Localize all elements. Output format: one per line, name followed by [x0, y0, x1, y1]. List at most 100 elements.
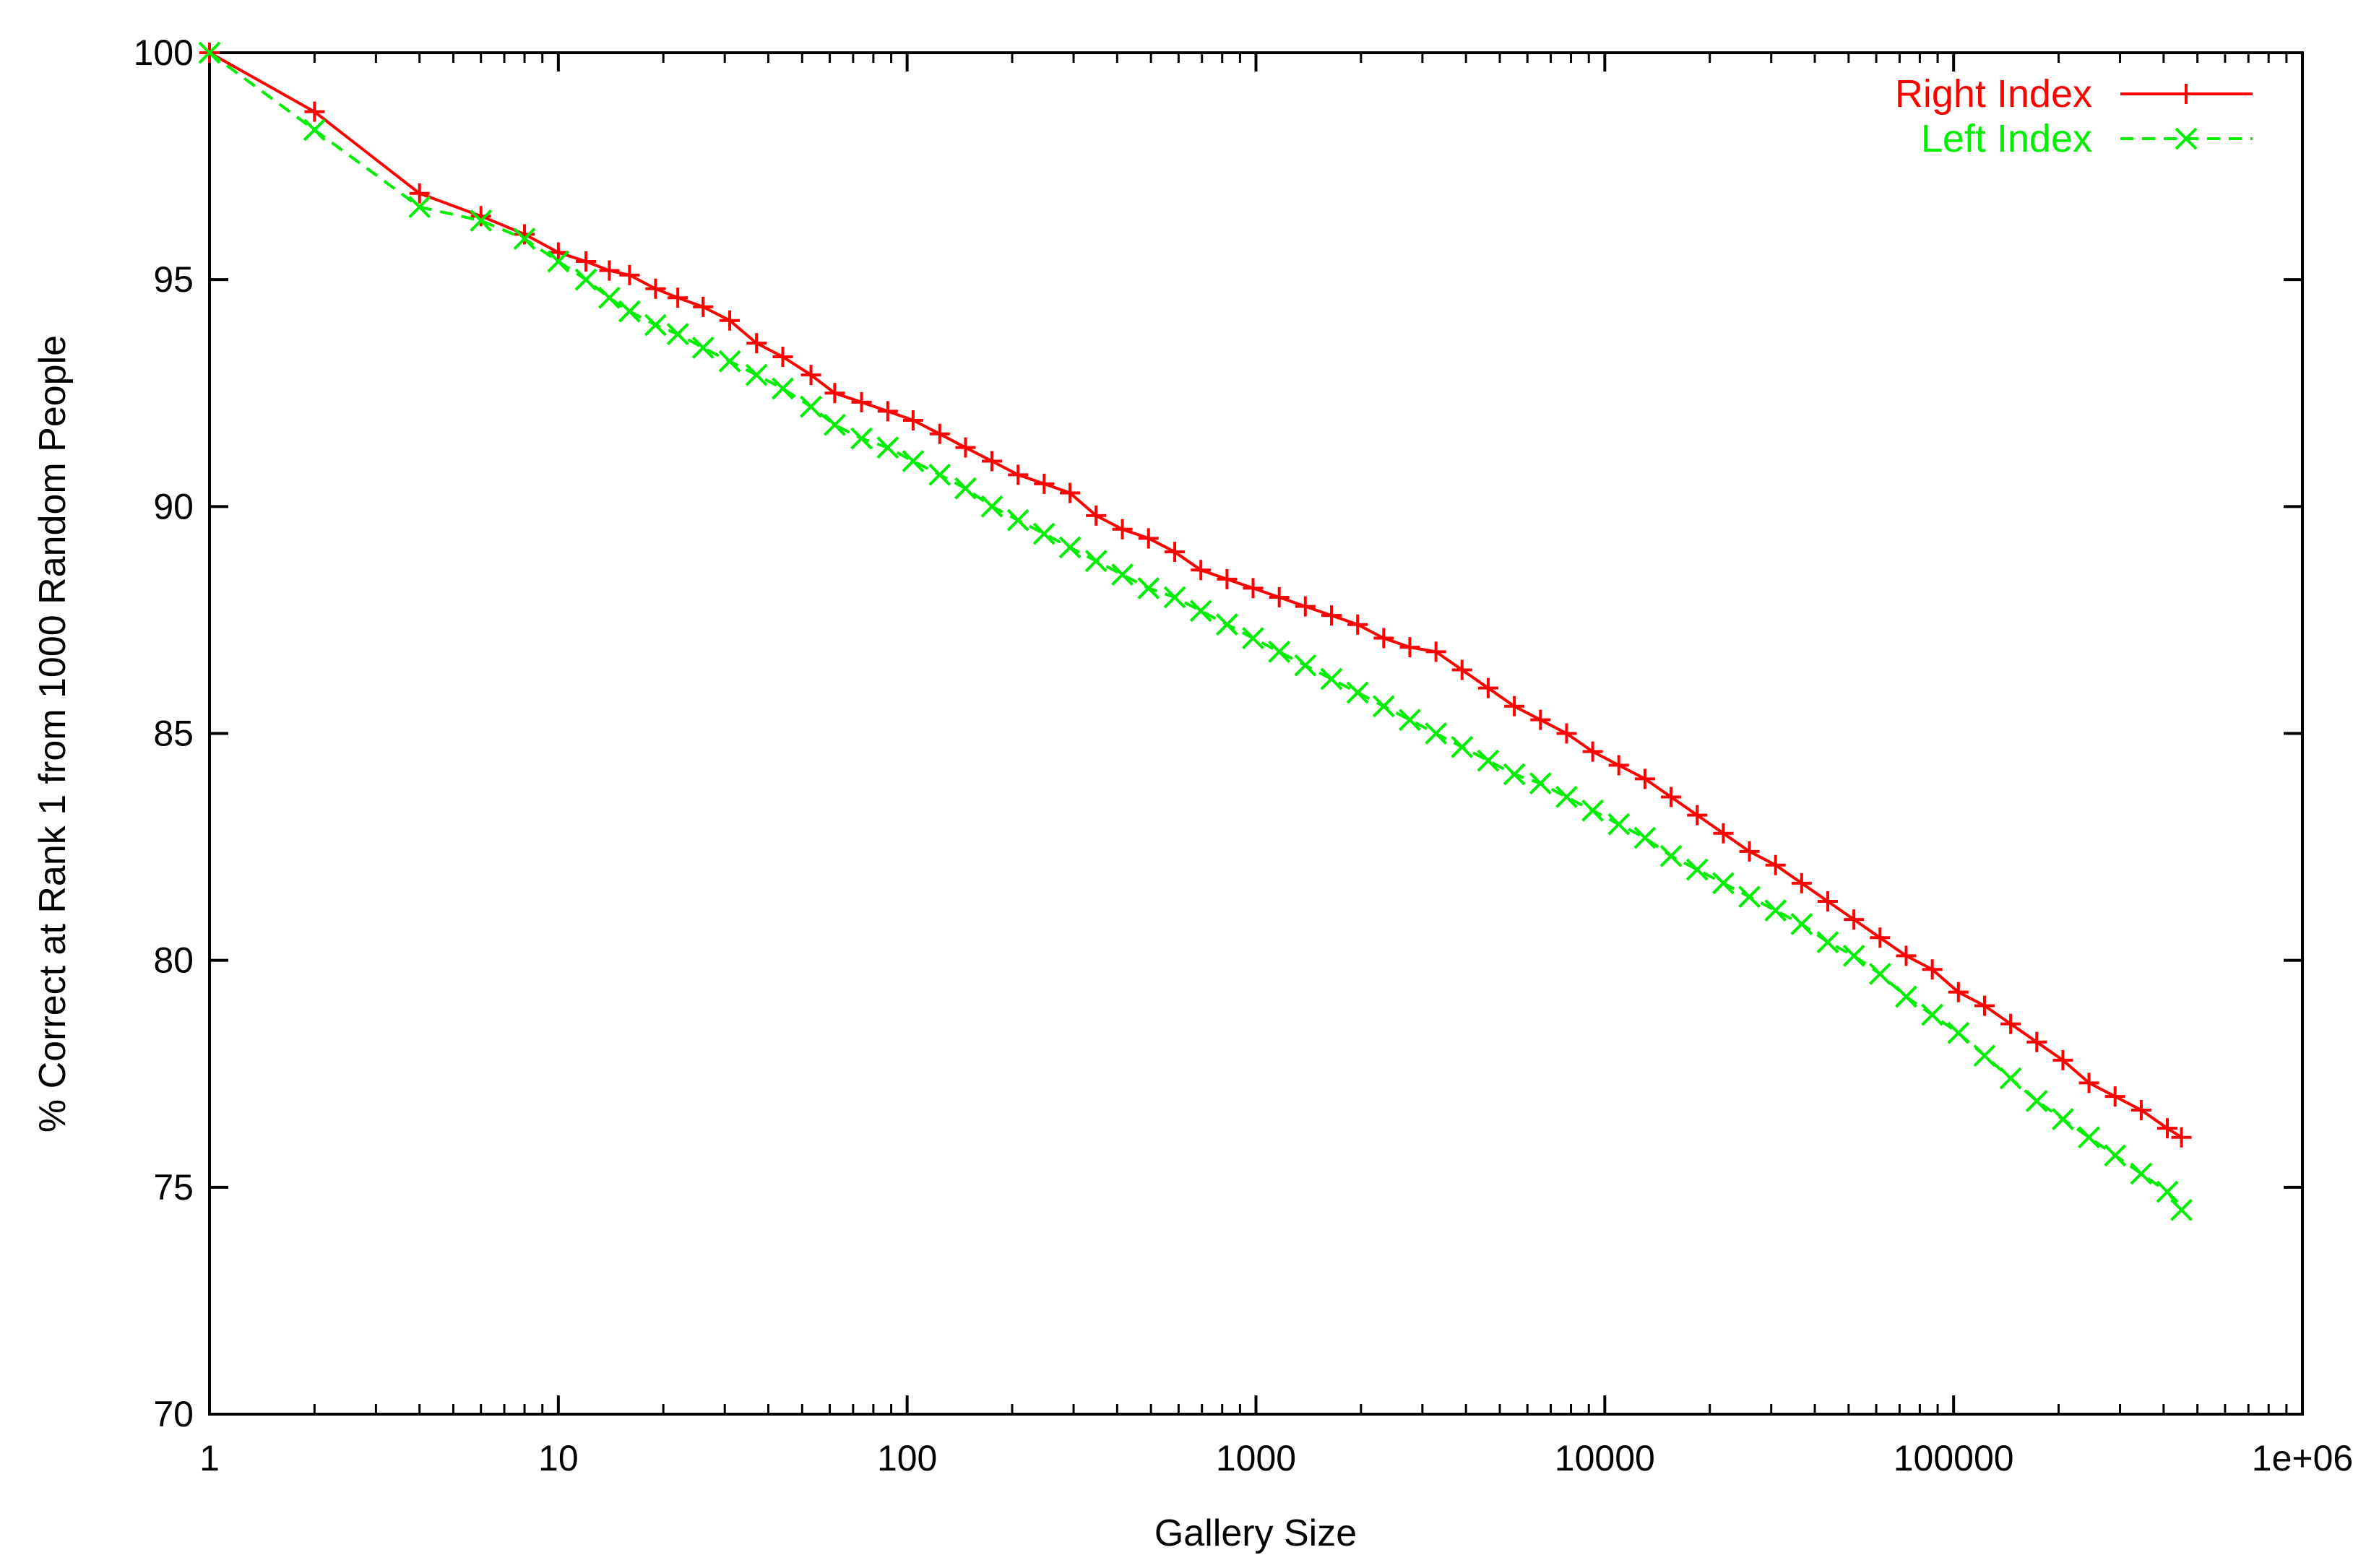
data-point-left-index: [2052, 1108, 2074, 1130]
data-point-left-index: [1581, 799, 1605, 822]
data-point-right-index: [877, 401, 898, 422]
data-point-right-index: [668, 287, 688, 308]
data-point-left-index: [954, 477, 977, 500]
data-point-right-index: [1844, 909, 1865, 930]
data-point-left-index: [2025, 1090, 2048, 1112]
data-point-left-index: [1399, 709, 1421, 732]
data-point-right-index: [929, 423, 950, 444]
y-tick-label: 100: [134, 33, 194, 73]
data-point-right-index: [1399, 637, 1420, 658]
data-point-left-index: [1973, 1044, 1996, 1067]
data-point-right-index: [2171, 1127, 2192, 1148]
data-point-right-index: [1948, 982, 1969, 1002]
data-point-left-index: [1032, 522, 1055, 545]
x-tick-label: 1000: [1216, 1438, 1296, 1478]
data-point-left-index: [1607, 813, 1631, 836]
axis-ticks: [208, 51, 2304, 1416]
data-point-right-index: [1608, 755, 1629, 776]
data-point-left-index: [618, 300, 641, 323]
data-point-left-index: [1216, 613, 1238, 636]
data-point-right-index: [1243, 578, 1264, 599]
data-point-right-index: [693, 296, 714, 317]
x-tick-label: 10000: [1555, 1438, 1655, 1478]
data-point-left-index: [1242, 627, 1264, 649]
data-point-right-index: [1477, 677, 1498, 698]
data-point-left-index: [1659, 844, 1683, 867]
data-point-right-index: [1086, 505, 1107, 526]
data-point-left-index: [745, 363, 768, 386]
x-tick-label: 10: [538, 1438, 579, 1478]
data-point-right-index: [746, 333, 767, 354]
data-point-left-index: [666, 323, 689, 345]
data-point-left-index: [1163, 586, 1186, 609]
data-point-left-index: [1137, 577, 1160, 599]
data-point-right-index: [2052, 1049, 2073, 1070]
legend-label-right-index: Right Index: [1895, 72, 2092, 116]
data-point-right-index: [1530, 709, 1551, 730]
data-point-right-index: [955, 437, 976, 458]
data-point-right-index: [1818, 891, 1839, 911]
data-point-left-index: [303, 118, 326, 142]
data-point-right-index: [1425, 641, 1446, 662]
data-point-left-index: [513, 228, 536, 251]
data-point-left-index: [1633, 826, 1657, 849]
data-point-right-index: [824, 383, 845, 404]
data-point-left-index: [2078, 1126, 2100, 1149]
data-point-right-index: [2000, 1013, 2021, 1034]
data-point-right-index: [982, 451, 1003, 472]
data-point-right-index: [851, 391, 872, 412]
x-tick-label: 1: [199, 1438, 220, 1478]
data-point-left-index: [408, 196, 431, 219]
data-point-right-index: [1217, 568, 1238, 589]
data-point-right-index: [576, 251, 597, 272]
data-point-left-index: [800, 395, 822, 418]
data-point-left-index: [2156, 1180, 2179, 1203]
y-tick-label: 70: [153, 1394, 194, 1434]
legend-marker-left-index: [2175, 127, 2198, 150]
data-point-left-index: [691, 337, 714, 359]
data-point-left-index: [1268, 640, 1291, 663]
data-point-right-index: [2130, 1100, 2151, 1121]
data-point-right-index: [2078, 1073, 2099, 1093]
data-point-left-index: [1685, 858, 1709, 881]
data-point-right-index: [409, 183, 430, 204]
data-point-right-index: [1922, 959, 1943, 980]
data-point-left-index: [1895, 985, 1917, 1008]
y-tick-labels: 70 75 80 85 90 95 100: [134, 33, 194, 1434]
data-point-left-index: [1058, 536, 1081, 559]
data-point-right-index: [1165, 542, 1186, 563]
data-point-right-index: [1634, 768, 1655, 789]
data-point-right-index: [514, 224, 535, 245]
data-point-left-index: [980, 495, 1003, 518]
data-point-right-index: [1269, 587, 1290, 607]
data-point-left-index: [1947, 1021, 1970, 1044]
data-point-right-index: [902, 410, 923, 430]
data-point-left-index: [876, 436, 899, 459]
data-point-left-index: [2170, 1198, 2193, 1221]
series-right-index: [199, 43, 2192, 1148]
data-point-left-index: [1372, 695, 1395, 718]
data-point-left-index: [1294, 654, 1317, 677]
data-point-right-index: [548, 242, 569, 263]
data-point-left-index: [902, 450, 925, 472]
data-point-left-index: [718, 350, 741, 373]
data-point-left-index: [824, 413, 846, 436]
data-point-right-index: [1870, 927, 1891, 948]
data-point-left-index: [1529, 772, 1552, 795]
data-point-right-index: [2026, 1031, 2047, 1052]
data-point-right-index: [1034, 473, 1055, 494]
data-point-left-index: [574, 268, 597, 291]
data-point-right-index: [599, 260, 620, 281]
data-point-right-index: [1661, 787, 1682, 807]
series-line-right-index: [209, 51, 2183, 1139]
data-point-right-index: [645, 278, 666, 299]
data-point-left-index: [1477, 749, 1500, 772]
data-point-left-index: [1189, 599, 1212, 623]
data-point-left-index: [1921, 1003, 1944, 1026]
data-point-left-index: [644, 313, 667, 337]
data-point-right-index: [1687, 805, 1708, 826]
plot-frame: [208, 51, 2304, 1416]
data-point-right-index: [1191, 560, 1212, 581]
